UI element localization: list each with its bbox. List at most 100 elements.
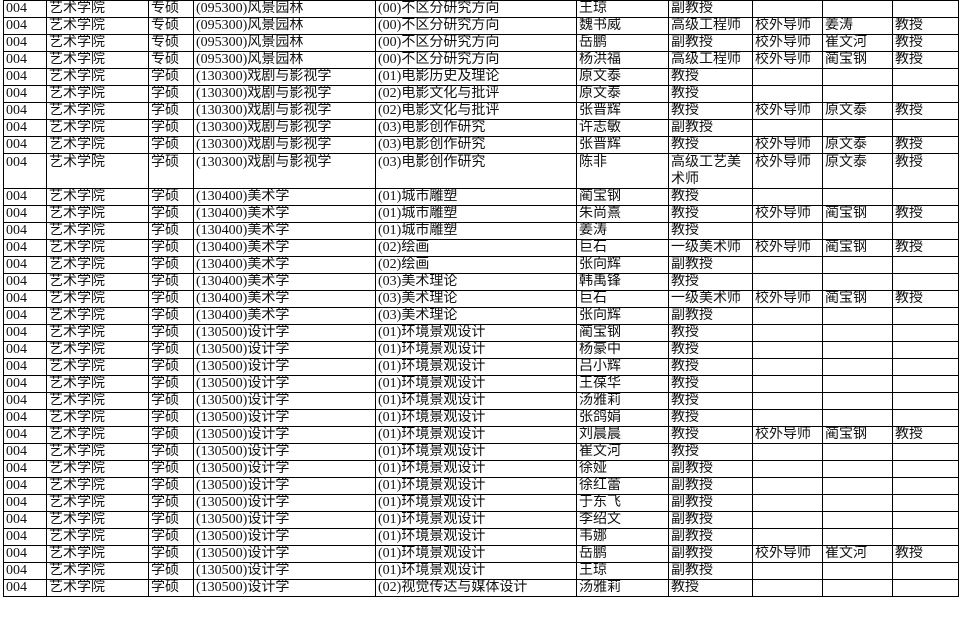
supervisor-name-cell: 张晋辉	[576, 102, 669, 120]
research-direction-cell: (01)环境景观设计	[375, 494, 577, 512]
dept-name-cell: 艺术学院	[46, 341, 149, 359]
research-direction-cell: (03)电影创作研究	[375, 119, 577, 137]
supervisor-title-cell: 副教授	[668, 494, 753, 512]
supervisor-type-cell	[752, 68, 823, 86]
dept-code-cell: 004	[3, 443, 47, 461]
supervisor-name-cell: 魏书威	[576, 17, 669, 35]
dept-name-cell: 艺术学院	[46, 460, 149, 478]
supervisor-type-cell	[752, 273, 823, 291]
degree-type-cell: 学硕	[148, 358, 194, 376]
table-row: 004 艺术学院 专硕 (095300)风景园林 (00)不区分研究方向 王琼 副教授	[3, 0, 959, 18]
dept-name-cell: 艺术学院	[46, 545, 149, 563]
co-supervisor-cell	[822, 188, 893, 206]
research-direction-cell: (02)电影文化与批评	[375, 102, 577, 120]
co-supervisor-cell	[822, 358, 893, 376]
table-row: 004 艺术学院 学硕 (130500)设计学 (01)环境景观设计 张鸽娟 教授	[3, 409, 959, 427]
supervisor-type-cell: 校外导师	[752, 34, 823, 52]
co-supervisor-cell	[822, 85, 893, 103]
degree-type-cell: 学硕	[148, 443, 194, 461]
supervisor-type-cell: 校外导师	[752, 17, 823, 35]
supervisor-title-cell: 副教授	[668, 545, 753, 563]
supervisor-title-cell: 教授	[668, 443, 753, 461]
supervisor-name-cell: 巨石	[576, 290, 669, 308]
dept-name-cell: 艺术学院	[46, 409, 149, 427]
co-supervisor-cell	[822, 511, 893, 529]
degree-type-cell: 学硕	[148, 256, 194, 274]
supervisor-type-cell	[752, 409, 823, 427]
co-supervisor-cell: 崔文河	[822, 545, 893, 563]
dept-code-cell: 004	[3, 358, 47, 376]
major-cell: (095300)风景园林	[193, 34, 376, 52]
supervisor-title-cell: 教授	[668, 409, 753, 427]
major-cell: (095300)风景园林	[193, 51, 376, 69]
supervisor-title-cell: 教授	[668, 392, 753, 410]
major-cell: (095300)风景园林	[193, 0, 376, 18]
degree-type-cell: 学硕	[148, 102, 194, 120]
research-direction-cell: (01)环境景观设计	[375, 341, 577, 359]
research-direction-cell: (01)环境景观设计	[375, 562, 577, 580]
research-direction-cell: (00)不区分研究方向	[375, 34, 577, 52]
co-supervisor-cell: 原文泰	[822, 102, 893, 120]
supervisor-title-cell: 副教授	[668, 511, 753, 529]
dept-name-cell: 艺术学院	[46, 375, 149, 393]
major-cell: (130300)戏剧与影视学	[193, 68, 376, 86]
major-cell: (130400)美术学	[193, 222, 376, 240]
dept-code-cell: 004	[3, 222, 47, 240]
dept-code-cell: 004	[3, 290, 47, 308]
supervisor-type-cell: 校外导师	[752, 239, 823, 257]
co-supervisor-title-cell	[892, 528, 959, 546]
degree-type-cell: 专硕	[148, 51, 194, 69]
dept-code-cell: 004	[3, 324, 47, 342]
major-cell: (130500)设计学	[193, 477, 376, 495]
research-direction-cell: (00)不区分研究方向	[375, 17, 577, 35]
research-direction-cell: (03)电影创作研究	[375, 136, 577, 154]
research-direction-cell: (01)环境景观设计	[375, 324, 577, 342]
supervisor-type-cell: 校外导师	[752, 545, 823, 563]
supervisor-name-cell: 韦娜	[576, 528, 669, 546]
co-supervisor-title-cell	[892, 579, 959, 597]
dept-name-cell: 艺术学院	[46, 290, 149, 308]
research-direction-cell: (02)绘画	[375, 239, 577, 257]
major-cell: (095300)风景园林	[193, 17, 376, 35]
supervisor-type-cell	[752, 119, 823, 137]
table-row: 004 艺术学院 学硕 (130500)设计学 (01)环境景观设计 岳鹏 副教授 校外导师崔…	[3, 545, 959, 563]
dept-code-cell: 004	[3, 511, 47, 529]
co-supervisor-title-cell: 教授	[892, 239, 959, 257]
dept-code-cell: 004	[3, 85, 47, 103]
major-cell: (130300)戏剧与影视学	[193, 136, 376, 154]
supervisor-type-cell	[752, 511, 823, 529]
major-cell: (130500)设计学	[193, 460, 376, 478]
co-supervisor-title-cell	[892, 85, 959, 103]
degree-type-cell: 学硕	[148, 392, 194, 410]
major-cell: (130400)美术学	[193, 205, 376, 223]
table-row: 004 艺术学院 学硕 (130500)设计学 (02)视觉传达与媒体设计 汤雅莉 教授	[3, 579, 959, 597]
research-direction-cell: (01)环境景观设计	[375, 375, 577, 393]
supervisor-name-cell: 吕小辉	[576, 358, 669, 376]
dept-name-cell: 艺术学院	[46, 392, 149, 410]
table-row: 004 艺术学院 学硕 (130400)美术学 (03)美术理论 张向辉 副教授	[3, 307, 959, 325]
supervisor-title-cell: 教授	[668, 102, 753, 120]
research-direction-cell: (02)视觉传达与媒体设计	[375, 579, 577, 597]
dept-name-cell: 艺术学院	[46, 119, 149, 137]
major-cell: (130400)美术学	[193, 256, 376, 274]
dept-name-cell: 艺术学院	[46, 426, 149, 444]
supervisor-name-cell: 于东飞	[576, 494, 669, 512]
dept-name-cell: 艺术学院	[46, 324, 149, 342]
co-supervisor-title-cell	[892, 188, 959, 206]
dept-name-cell: 艺术学院	[46, 34, 149, 52]
research-direction-cell: (01)环境景观设计	[375, 358, 577, 376]
table-row: 004 艺术学院 学硕 (130500)设计学 (01)环境景观设计 韦娜 副教授	[3, 528, 959, 546]
supervisor-type-cell	[752, 392, 823, 410]
co-supervisor-cell	[822, 307, 893, 325]
co-supervisor-title-cell	[892, 477, 959, 495]
co-supervisor-cell	[822, 256, 893, 274]
co-supervisor-cell: 蔺宝钢	[822, 51, 893, 69]
research-direction-cell: (01)环境景观设计	[375, 426, 577, 444]
research-direction-cell: (01)环境景观设计	[375, 477, 577, 495]
co-supervisor-title-cell: 教授	[892, 102, 959, 120]
research-direction-cell: (02)电影文化与批评	[375, 85, 577, 103]
dept-name-cell: 艺术学院	[46, 528, 149, 546]
dept-code-cell: 004	[3, 375, 47, 393]
supervisor-name-cell: 刘晨晨	[576, 426, 669, 444]
supervisor-name-cell: 陈非	[576, 153, 669, 189]
